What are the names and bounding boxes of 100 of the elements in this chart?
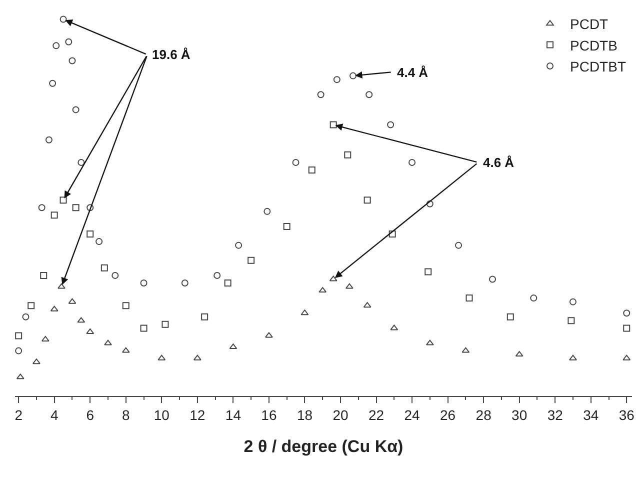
x-tick-label: 20 [332, 406, 348, 423]
x-tick-label: 32 [547, 406, 564, 423]
point [344, 151, 352, 158]
x-tick-label: 10 [154, 406, 170, 423]
point [68, 57, 76, 64]
point [530, 294, 538, 302]
point [140, 279, 148, 286]
point [350, 72, 357, 80]
point [162, 320, 169, 328]
point [60, 196, 67, 204]
point [489, 276, 496, 283]
x-tick-label: 24 [404, 406, 420, 423]
point [60, 16, 67, 23]
x-tick-label: 28 [476, 406, 492, 423]
point [50, 306, 58, 312]
x-tick-label: 12 [190, 406, 206, 423]
point [100, 264, 108, 272]
point [50, 212, 58, 219]
point [58, 283, 66, 289]
point [22, 313, 30, 320]
x-tick-label: 14 [225, 406, 242, 423]
point [77, 317, 86, 323]
point [65, 38, 72, 46]
point [140, 324, 148, 332]
point [181, 279, 188, 286]
point [623, 310, 630, 317]
point [424, 268, 432, 276]
point [318, 287, 327, 293]
point [569, 298, 576, 306]
point [214, 272, 221, 279]
point [333, 76, 340, 84]
legend-label: PCDTBT [570, 58, 626, 74]
point [390, 324, 398, 330]
point [86, 230, 94, 238]
point [569, 354, 577, 360]
annotation: 19.6 Å [152, 47, 191, 62]
point [122, 347, 130, 353]
x-tick-label: 22 [368, 406, 384, 423]
point [622, 354, 631, 360]
x-tick-label: 26 [440, 406, 456, 423]
point [308, 166, 316, 174]
x-tick-label: 8 [122, 406, 130, 423]
x-tick-label: 2 [14, 406, 23, 423]
point [364, 196, 371, 204]
point [235, 242, 242, 249]
point [283, 222, 290, 230]
point [568, 317, 575, 324]
point [68, 298, 76, 304]
point [408, 158, 416, 166]
point [40, 272, 48, 279]
point [388, 230, 396, 238]
point [366, 91, 373, 98]
point [15, 332, 22, 340]
point [52, 42, 60, 50]
point [86, 204, 94, 212]
point [345, 283, 354, 289]
point [426, 340, 434, 346]
point [329, 276, 338, 282]
x-tick-label: 16 [261, 406, 277, 423]
point [32, 358, 40, 364]
x-tick-label: 4 [50, 406, 58, 423]
point [455, 242, 462, 249]
point [122, 302, 130, 310]
point [426, 200, 434, 208]
legend-label: PCDT [570, 16, 609, 32]
point [15, 347, 22, 354]
point [462, 347, 470, 353]
point [28, 302, 35, 310]
point [264, 208, 271, 215]
point [317, 91, 324, 98]
point [292, 158, 300, 166]
annotation: 4.4 Å [397, 65, 429, 80]
point [330, 121, 337, 128]
point [264, 332, 273, 338]
point [86, 328, 94, 334]
point [229, 344, 238, 350]
point [193, 354, 202, 360]
point [158, 354, 166, 360]
point [387, 121, 394, 128]
point [248, 256, 255, 264]
x-tick-label: 34 [583, 406, 599, 423]
point [506, 313, 514, 320]
point [224, 279, 232, 286]
point [104, 340, 112, 346]
x-axis-title: 2 θ / degree (Cu Kα) [244, 437, 404, 456]
point [515, 351, 524, 357]
point [78, 158, 85, 166]
point [201, 313, 208, 320]
point [72, 204, 80, 212]
annotation: 4.6 Å [483, 155, 515, 170]
point [300, 310, 309, 316]
point [72, 106, 80, 114]
point [112, 272, 119, 279]
x-tick-label: 36 [618, 406, 635, 423]
x-tick-label: 30 [512, 406, 528, 423]
point [363, 302, 372, 308]
point [38, 204, 46, 212]
x-tick-label: 18 [296, 406, 313, 423]
point [466, 294, 473, 302]
point [96, 238, 103, 246]
